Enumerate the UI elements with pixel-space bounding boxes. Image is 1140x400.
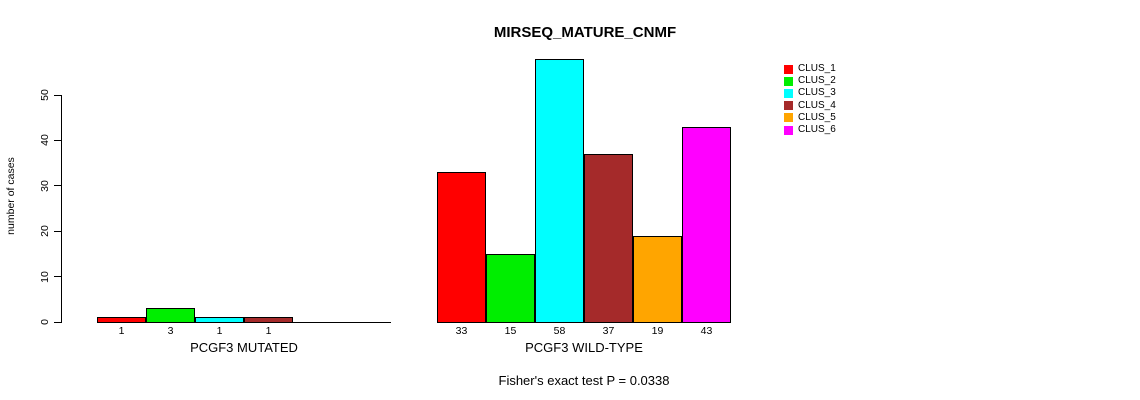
group-label-mutated: PCGF3 MUTATED [190, 340, 298, 355]
bar-value-label: 37 [602, 325, 615, 337]
bar-clus_5-wild-type [633, 235, 682, 323]
legend-swatch-icon [784, 113, 793, 123]
y-axis-tick-label: 10 [39, 270, 51, 283]
y-axis-tick [54, 185, 61, 187]
legend-item-clus_6: CLUS_6 [784, 124, 836, 136]
legend-item-clus_4: CLUS_4 [784, 100, 836, 112]
legend-swatch-icon [784, 76, 793, 86]
y-axis-tick [54, 94, 61, 96]
bar-value-label: 1 [265, 325, 272, 337]
legend-item-clus_3: CLUS_3 [784, 87, 836, 99]
y-axis-tick-label: 0 [39, 319, 51, 325]
chart-title: MIRSEQ_MATURE_CNMF [493, 24, 677, 41]
legend-label: CLUS_1 [798, 63, 836, 75]
bar-value-label: 43 [700, 325, 713, 337]
legend-item-clus_2: CLUS_2 [784, 75, 836, 87]
bar-clus_1-mutated [97, 317, 146, 323]
bar-clus_3-mutated [195, 317, 244, 323]
legend-swatch-icon [784, 125, 793, 135]
y-axis-tick [54, 139, 61, 141]
y-axis-tick [54, 230, 61, 232]
bar-clus_3-wild-type [535, 58, 584, 323]
bar-value-label: 1 [118, 325, 125, 337]
y-axis-tick-label: 50 [39, 89, 51, 101]
legend-swatch-icon [784, 101, 793, 111]
bar-clus_4-wild-type [584, 154, 633, 323]
bar-value-label: 19 [651, 325, 664, 337]
y-axis-line [61, 95, 62, 323]
legend-swatch-icon [784, 64, 793, 74]
y-axis-tick [54, 276, 61, 278]
bar-clus_2-mutated [146, 308, 195, 323]
bar-clus_6-wild-type [682, 126, 731, 323]
bar-value-label: 3 [167, 325, 174, 337]
legend-swatch-icon [784, 88, 793, 98]
legend-label: CLUS_3 [798, 87, 836, 99]
legend-label: CLUS_2 [798, 75, 836, 87]
legend-item-clus_5: CLUS_5 [784, 112, 836, 124]
y-axis-tick [54, 321, 61, 323]
bar-value-label: 1 [216, 325, 223, 337]
fisher-test-annotation: Fisher's exact test P = 0.0338 [498, 373, 670, 388]
bar-value-label: 33 [455, 325, 468, 337]
y-axis-tick-label: 30 [39, 179, 51, 192]
y-axis-tick-label: 20 [39, 225, 51, 238]
y-axis-tick-label: 40 [39, 134, 51, 147]
bar-clus_4-mutated [244, 317, 293, 323]
legend-label: CLUS_5 [798, 111, 836, 123]
legend-label: CLUS_4 [798, 99, 836, 111]
bar-value-label: 58 [553, 325, 566, 337]
bar-clus_2-wild-type [486, 253, 535, 323]
y-axis-label: number of cases [5, 157, 17, 235]
legend-item-clus_1: CLUS_1 [784, 63, 836, 75]
bar-value-label: 15 [504, 325, 517, 337]
legend-label: CLUS_6 [798, 124, 836, 136]
group-label-wild-type: PCGF3 WILD-TYPE [525, 340, 643, 355]
bar-clus_1-wild-type [437, 172, 486, 323]
legend: CLUS_1 CLUS_2 CLUS_3 CLUS_4 CLUS_5 CLUS_6 [784, 63, 836, 136]
